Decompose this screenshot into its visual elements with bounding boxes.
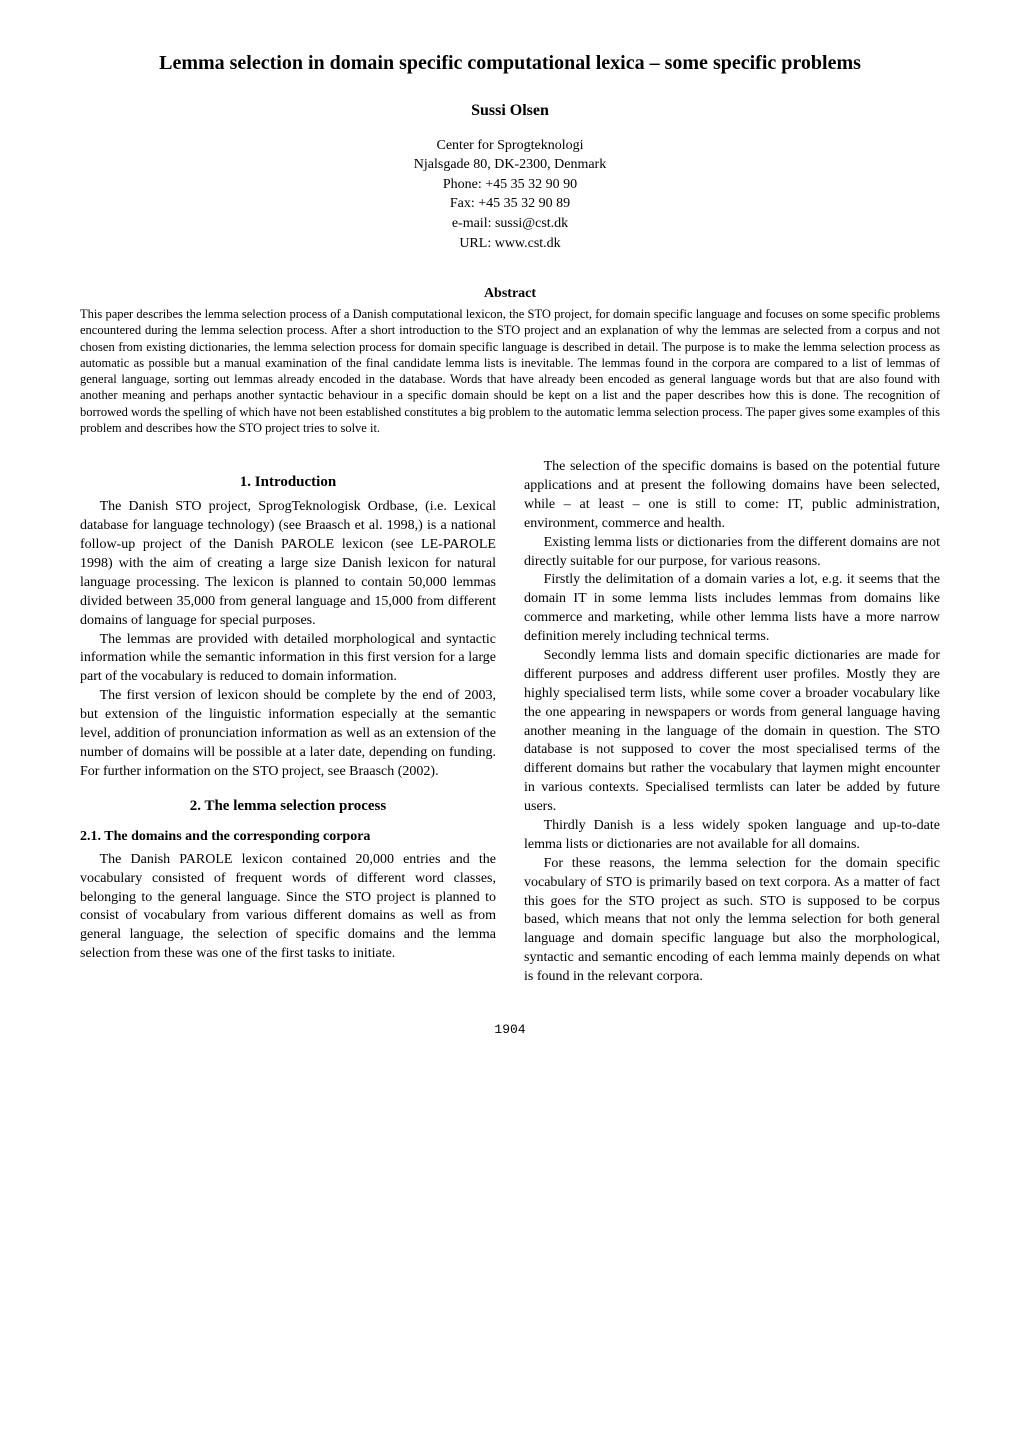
right-p3: Firstly the delimitation of a domain var… xyxy=(524,571,940,647)
abstract-text: This paper describes the lemma selection… xyxy=(80,306,940,436)
affiliation-block: Center for Sprogteknologi Njalsgade 80, … xyxy=(80,136,940,254)
right-p1: The selection of the specific domains is… xyxy=(524,458,940,534)
right-p6: For these reasons, the lemma selection f… xyxy=(524,855,940,987)
right-p4: Secondly lemma lists and domain specific… xyxy=(524,647,940,817)
section-1-heading: 1. Introduction xyxy=(80,472,496,492)
subsection-2-1-p1: The Danish PAROLE lexicon contained 20,0… xyxy=(80,851,496,964)
paper-title: Lemma selection in domain specific compu… xyxy=(80,50,940,76)
section-2-heading: 2. The lemma selection process xyxy=(80,796,496,816)
affiliation-org: Center for Sprogteknologi xyxy=(80,136,940,156)
author-name: Sussi Olsen xyxy=(80,100,940,122)
right-p2: Existing lemma lists or dictionaries fro… xyxy=(524,534,940,572)
section-1-p3: The first version of lexicon should be c… xyxy=(80,687,496,781)
section-1-p2: The lemmas are provided with detailed mo… xyxy=(80,631,496,688)
affiliation-address: Njalsgade 80, DK-2300, Denmark xyxy=(80,155,940,175)
page-number: 1904 xyxy=(80,1021,940,1039)
abstract-heading: Abstract xyxy=(80,285,940,304)
right-p5: Thirdly Danish is a less widely spoken l… xyxy=(524,817,940,855)
right-column: The selection of the specific domains is… xyxy=(524,458,940,987)
affiliation-phone: Phone: +45 35 32 90 90 xyxy=(80,175,940,195)
subsection-2-1-heading: 2.1. The domains and the corresponding c… xyxy=(80,828,496,847)
affiliation-fax: Fax: +45 35 32 90 89 xyxy=(80,194,940,214)
left-column: 1. Introduction The Danish STO project, … xyxy=(80,458,496,987)
section-1-p1: The Danish STO project, SprogTeknologisk… xyxy=(80,498,496,630)
affiliation-url: URL: www.cst.dk xyxy=(80,234,940,254)
two-column-body: 1. Introduction The Danish STO project, … xyxy=(80,458,940,987)
affiliation-email: e-mail: sussi@cst.dk xyxy=(80,214,940,234)
